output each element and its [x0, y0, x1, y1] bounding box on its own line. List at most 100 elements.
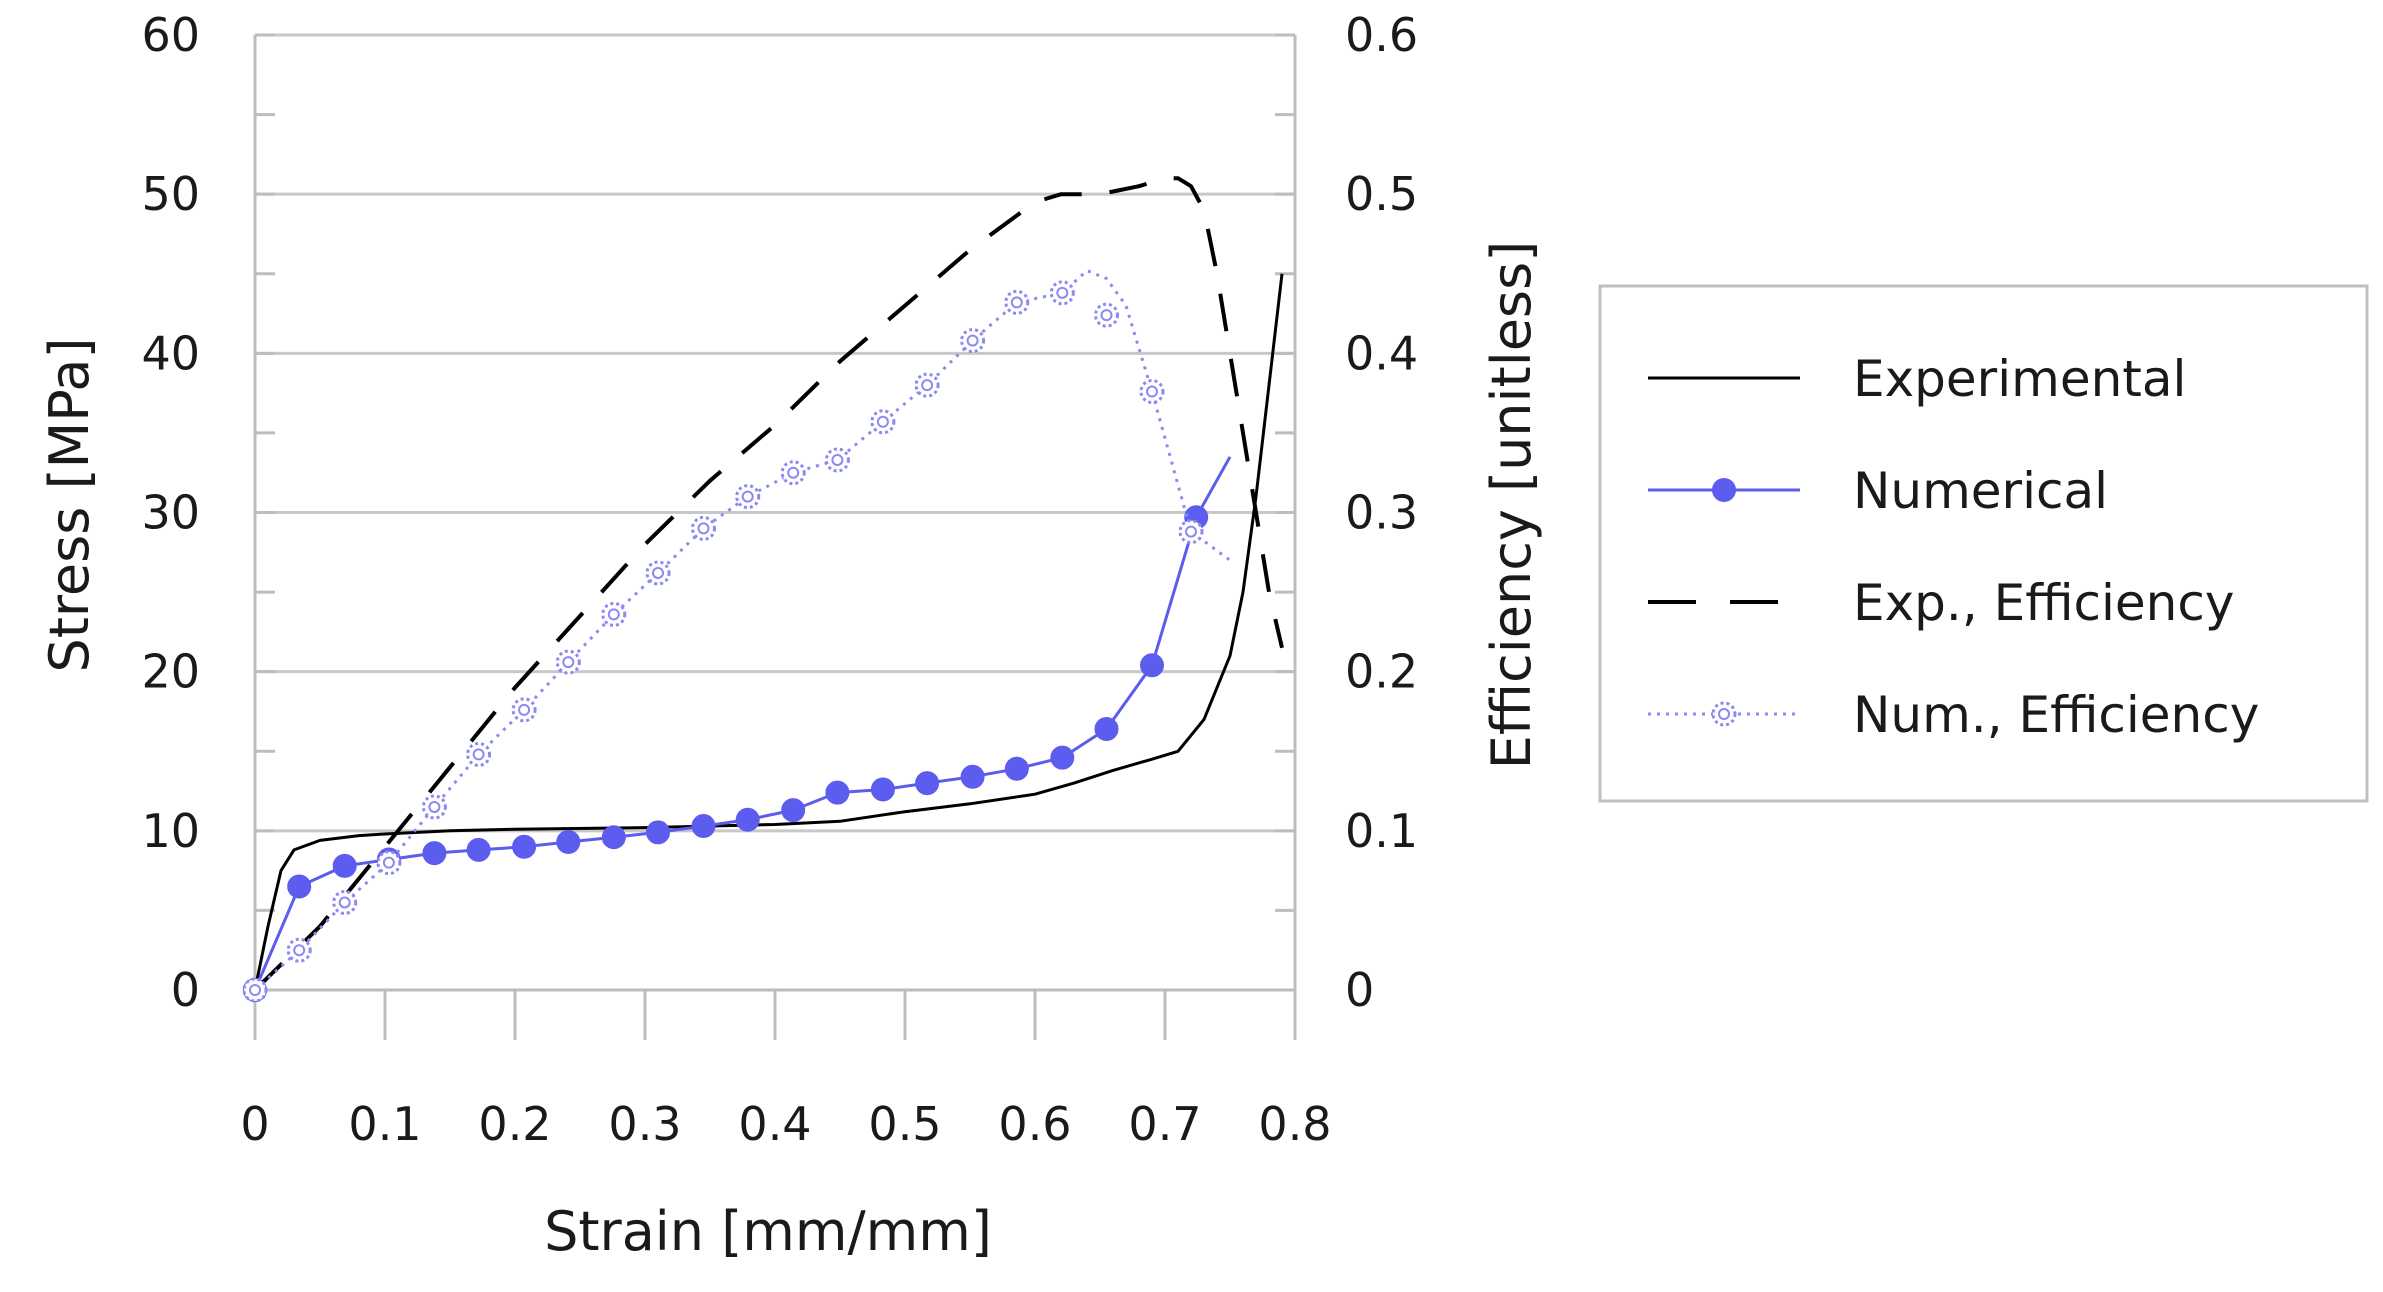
- y-left-tick-label: 30: [141, 486, 200, 540]
- data-point: [1140, 653, 1164, 678]
- data-point: [376, 850, 402, 876]
- data-point: [781, 798, 806, 823]
- data-point-inner: [831, 453, 844, 466]
- data-point: [691, 515, 716, 541]
- legend-label: Numerical: [1853, 462, 2108, 520]
- data-point-inner: [382, 856, 395, 869]
- x-tick-label: 0: [240, 1097, 269, 1151]
- data-point: [512, 834, 537, 859]
- data-point-inner: [697, 522, 710, 535]
- grid-lines: [255, 33, 1295, 992]
- x-tick-label: 0.4: [738, 1097, 811, 1151]
- y-right-tick-label: 0.3: [1345, 486, 1418, 540]
- y-left-tick-label: 50: [141, 167, 200, 221]
- data-point: [556, 829, 581, 854]
- legend-swatch-marker: [1711, 701, 1737, 727]
- data-point: [242, 977, 268, 1003]
- data-point: [1004, 289, 1030, 315]
- x-tick-label: 0.7: [1128, 1097, 1201, 1151]
- data-point: [332, 889, 358, 915]
- data-point: [511, 697, 537, 723]
- y-left-tick-label: 60: [141, 8, 200, 62]
- series-line: [253, 269, 1231, 992]
- data-point: [286, 937, 312, 963]
- data-point: [1139, 379, 1165, 405]
- legend-swatch-marker: [1712, 478, 1736, 502]
- legend-entry: Num., Efficiency: [1648, 686, 2259, 744]
- data-point: [1094, 302, 1119, 328]
- series-line: [253, 273, 1284, 991]
- y-right-tick-label: 0.5: [1345, 167, 1418, 221]
- data-point: [960, 328, 986, 354]
- data-point: [1004, 756, 1029, 781]
- data-point: [1094, 716, 1119, 741]
- data-point-inner: [876, 415, 889, 428]
- data-point: [332, 853, 357, 878]
- data-point-inner: [787, 466, 800, 479]
- data-point: [287, 874, 312, 899]
- data-point: [735, 807, 760, 832]
- data-point-inner: [249, 984, 261, 996]
- data-point: [466, 741, 492, 767]
- data-point: [870, 777, 895, 802]
- series-2: [253, 176, 1284, 992]
- legend-label: Experimental: [1853, 350, 2186, 408]
- data-point: [1050, 745, 1075, 770]
- y-right-tick-label: 0.4: [1345, 326, 1418, 380]
- data-point-inner: [518, 703, 531, 716]
- x-tick-label: 0.5: [868, 1097, 941, 1151]
- y-right-tick-label: 0.2: [1345, 645, 1418, 699]
- data-point: [780, 460, 806, 486]
- data-point: [691, 814, 716, 839]
- data-point-inner: [607, 608, 620, 621]
- data-point: [824, 447, 850, 473]
- y-left-tick-label: 40: [141, 326, 200, 380]
- data-point: [601, 825, 626, 850]
- y-right-tick-label: 0.6: [1345, 8, 1418, 62]
- legend-entry: Exp., Efficiency: [1648, 574, 2234, 632]
- y-left-tick-label: 0: [171, 963, 200, 1017]
- x-axis-title: Strain [mm/mm]: [544, 1200, 992, 1263]
- data-point-inner: [472, 748, 485, 761]
- data-point: [1178, 519, 1204, 545]
- data-point-inner: [966, 334, 979, 347]
- data-point: [825, 780, 850, 805]
- data-point: [645, 560, 671, 586]
- data-point: [555, 649, 581, 675]
- data-point: [915, 771, 940, 796]
- data-point-inner: [741, 490, 754, 503]
- y-left-tick-label: 20: [141, 645, 200, 699]
- data-point: [914, 372, 940, 398]
- y-right-tick-label: 0: [1345, 963, 1374, 1017]
- series-line: [253, 176, 1284, 992]
- legend-entry: Numerical: [1648, 462, 2108, 520]
- legend-entry: Experimental: [1648, 350, 2186, 408]
- data-point: [601, 601, 627, 627]
- data-series: [242, 176, 1284, 1003]
- legend-swatch-marker-inner: [1718, 708, 1730, 720]
- y-axis-left-title: Stress [MPa]: [38, 337, 101, 672]
- x-tick-label: 0.1: [348, 1097, 421, 1151]
- x-tick-label: 0.8: [1258, 1097, 1331, 1151]
- series-line: [253, 456, 1232, 991]
- data-point: [421, 794, 447, 820]
- legend-label: Exp., Efficiency: [1853, 574, 2234, 632]
- y-axis-right-title: Efficiency [unitless]: [1480, 241, 1543, 770]
- data-point-inner: [293, 944, 306, 957]
- data-point: [870, 409, 896, 435]
- data-point: [1049, 280, 1075, 306]
- x-tick-label: 0.6: [998, 1097, 1071, 1151]
- y-left-tick-label: 10: [141, 804, 200, 858]
- data-point: [735, 484, 761, 510]
- data-point: [960, 764, 985, 789]
- series-0: [253, 273, 1284, 991]
- data-point-inner: [1146, 385, 1158, 398]
- data-point-inner: [1185, 525, 1197, 538]
- y-right-tick-label: 0.1: [1345, 804, 1418, 858]
- data-point-inner: [1100, 309, 1113, 322]
- data-point-inner: [428, 800, 441, 813]
- x-tick-label: 0.2: [478, 1097, 551, 1151]
- data-point-inner: [652, 566, 664, 579]
- data-point-inner: [1056, 286, 1069, 299]
